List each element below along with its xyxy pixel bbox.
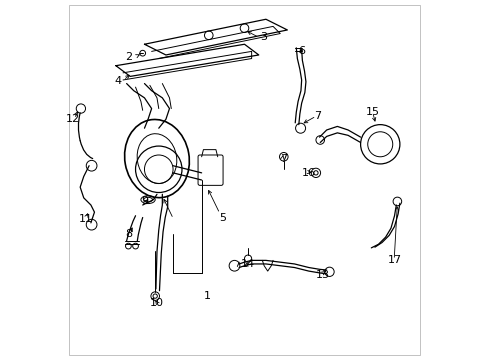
Text: 14: 14 — [241, 259, 255, 269]
Text: 12: 12 — [66, 114, 80, 124]
Text: 10: 10 — [150, 298, 163, 308]
Text: 11: 11 — [79, 214, 92, 224]
Text: 4: 4 — [114, 76, 121, 86]
Text: 8: 8 — [124, 229, 132, 239]
Text: 13: 13 — [315, 270, 329, 280]
Text: 5: 5 — [219, 212, 226, 222]
Text: 7: 7 — [313, 111, 321, 121]
Text: 2: 2 — [124, 52, 132, 62]
Text: 15: 15 — [366, 107, 379, 117]
Text: 1: 1 — [203, 291, 210, 301]
Text: 3: 3 — [260, 32, 267, 42]
Text: 6: 6 — [298, 46, 305, 57]
Text: 16: 16 — [301, 168, 315, 178]
Text: 9: 9 — [141, 197, 148, 206]
Text: 17: 17 — [386, 255, 401, 265]
Text: 7: 7 — [280, 154, 287, 163]
